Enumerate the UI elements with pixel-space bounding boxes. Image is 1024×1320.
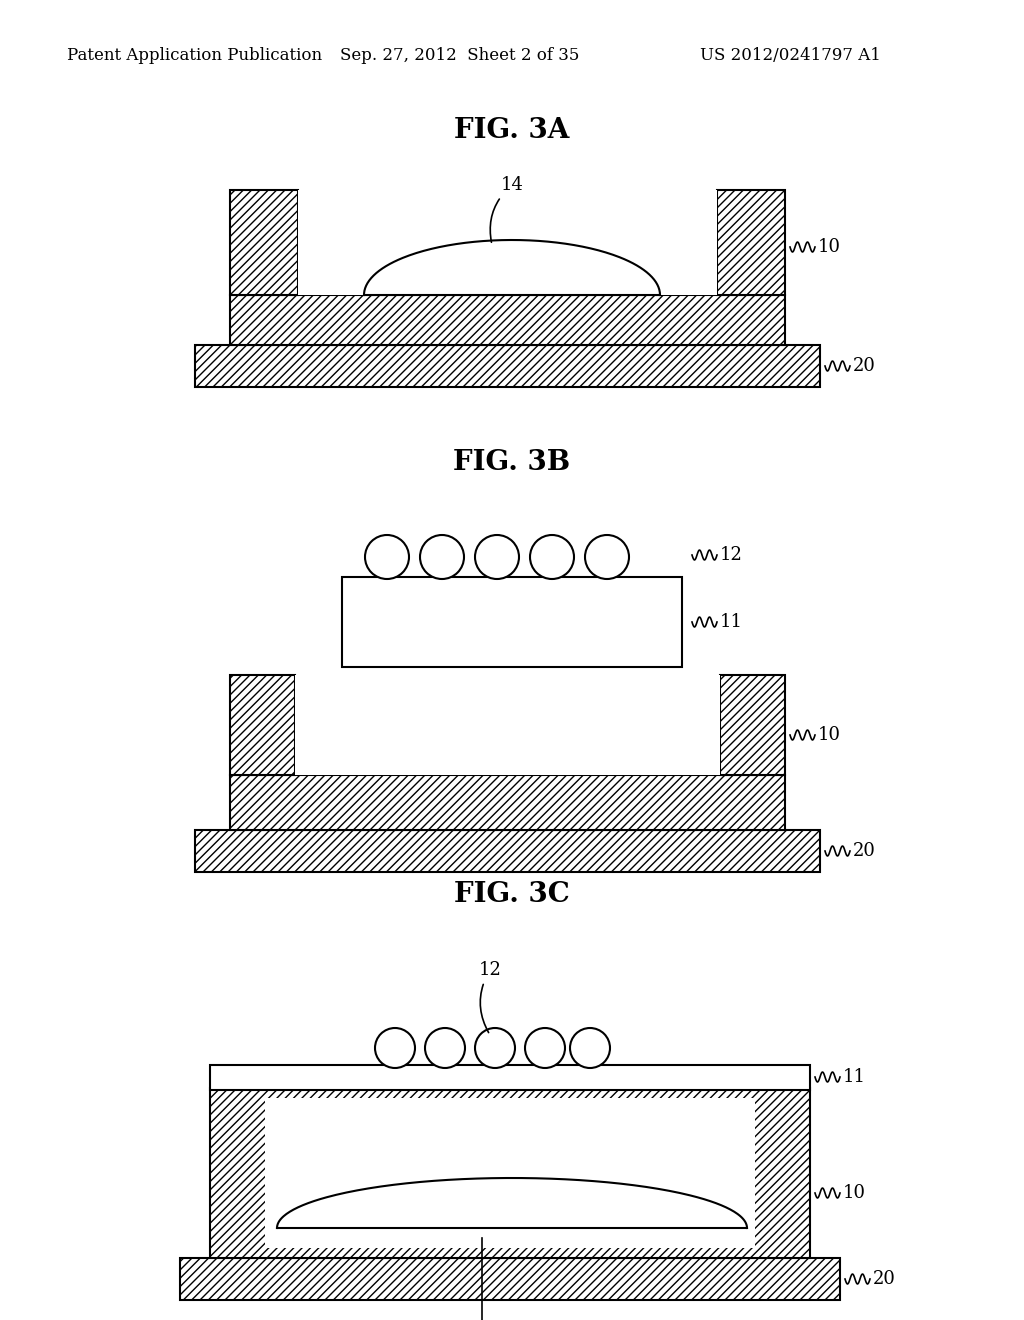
Text: 10: 10 — [818, 238, 841, 256]
Bar — [298, 190, 364, 294]
Circle shape — [570, 1028, 610, 1068]
Circle shape — [420, 535, 464, 579]
Bar — [295, 675, 720, 775]
Bar — [195, 830, 820, 873]
Bar — [180, 1258, 840, 1300]
Text: Sep. 27, 2012  Sheet 2 of 35: Sep. 27, 2012 Sheet 2 of 35 — [340, 46, 580, 63]
Polygon shape — [364, 240, 660, 294]
Text: 12: 12 — [478, 961, 502, 1032]
Text: 11: 11 — [843, 1068, 866, 1086]
Bar — [210, 1088, 810, 1258]
Circle shape — [425, 1028, 465, 1068]
Text: 11: 11 — [720, 612, 743, 631]
Text: 14: 14 — [490, 176, 523, 243]
Text: 10: 10 — [843, 1184, 866, 1203]
Circle shape — [365, 535, 409, 579]
Text: 12: 12 — [720, 546, 742, 564]
Circle shape — [585, 535, 629, 579]
Text: 20: 20 — [873, 1270, 896, 1288]
Circle shape — [475, 535, 519, 579]
Bar — [195, 345, 820, 387]
Text: FIG. 3A: FIG. 3A — [455, 116, 569, 144]
Bar — [720, 675, 785, 775]
Text: 20: 20 — [853, 842, 876, 861]
Circle shape — [525, 1028, 565, 1068]
Circle shape — [375, 1028, 415, 1068]
Bar — [210, 1065, 810, 1090]
Bar — [230, 294, 785, 345]
Bar — [230, 190, 298, 294]
Bar — [230, 775, 785, 830]
Bar — [717, 190, 785, 294]
Bar — [342, 577, 682, 667]
Bar — [230, 675, 295, 775]
Bar — [265, 1098, 755, 1247]
Bar — [660, 190, 717, 294]
Text: FIG. 3C: FIG. 3C — [454, 882, 570, 908]
Circle shape — [475, 1028, 515, 1068]
Text: Patent Application Publication: Patent Application Publication — [67, 46, 323, 63]
Text: 20: 20 — [853, 356, 876, 375]
Text: US 2012/0241797 A1: US 2012/0241797 A1 — [700, 46, 881, 63]
Circle shape — [530, 535, 574, 579]
Text: 10: 10 — [818, 726, 841, 744]
Polygon shape — [278, 1177, 746, 1228]
Text: FIG. 3B: FIG. 3B — [454, 450, 570, 477]
